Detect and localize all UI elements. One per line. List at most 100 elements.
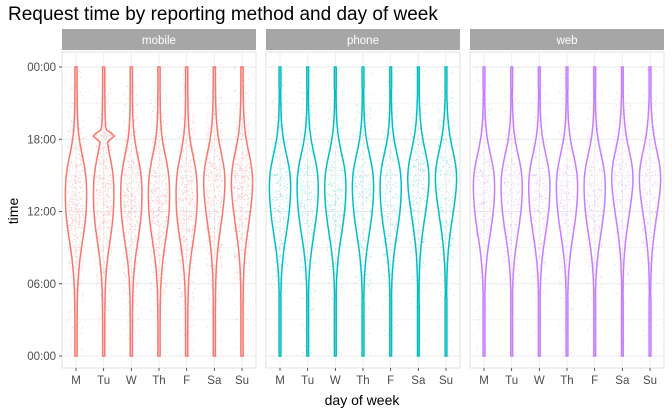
- jitter-point: [219, 349, 221, 351]
- jitter-point: [299, 82, 301, 84]
- jitter-point: [244, 174, 246, 176]
- jitter-point: [363, 146, 365, 148]
- jitter-point: [300, 134, 302, 136]
- jitter-point: [282, 161, 284, 163]
- jitter-point: [357, 304, 359, 306]
- jitter-point: [125, 310, 127, 312]
- jitter-point: [134, 291, 136, 293]
- jitter-point: [151, 287, 153, 289]
- jitter-point: [166, 220, 168, 222]
- jitter-point: [160, 216, 163, 218]
- jitter-point: [275, 209, 277, 211]
- jitter-point: [188, 167, 190, 169]
- jitter-point: [178, 251, 180, 253]
- jitter-point: [301, 182, 303, 184]
- jitter-point: [192, 281, 194, 283]
- jitter-point: [156, 214, 158, 216]
- jitter-point: [78, 149, 81, 151]
- jitter-point: [187, 217, 189, 219]
- jitter-point: [273, 218, 275, 220]
- jitter-point: [67, 207, 69, 209]
- jitter-point: [182, 183, 184, 185]
- jitter-point: [180, 116, 183, 118]
- jitter-point: [110, 265, 112, 267]
- jitter-point: [108, 212, 110, 214]
- jitter-point: [99, 155, 101, 157]
- jitter-point: [109, 205, 111, 207]
- jitter-point: [286, 202, 288, 204]
- jitter-point: [304, 165, 306, 167]
- jitter-point: [178, 188, 180, 190]
- jitter-point: [164, 235, 166, 237]
- jitter-point: [280, 183, 282, 185]
- jitter-point: [161, 191, 163, 193]
- jitter-point: [127, 170, 129, 172]
- jitter-point: [69, 263, 72, 265]
- jitter-point: [185, 227, 188, 229]
- jitter-point: [304, 200, 306, 202]
- jitter-point: [79, 205, 82, 208]
- jitter-point: [107, 300, 110, 302]
- jitter-point: [180, 199, 182, 201]
- jitter-point: [331, 185, 333, 187]
- jitter-point: [336, 220, 338, 222]
- jitter-point: [395, 218, 397, 220]
- jitter-point: [109, 231, 111, 233]
- jitter-point: [152, 214, 154, 216]
- jitter-point: [79, 242, 81, 244]
- jitter-point: [369, 109, 372, 112]
- jitter-point: [98, 322, 100, 324]
- jitter-point: [308, 224, 310, 226]
- jitter-point: [190, 209, 192, 212]
- jitter-point: [366, 74, 369, 76]
- jitter-point: [330, 215, 332, 217]
- jitter-point: [106, 234, 108, 236]
- jitter-point: [243, 299, 246, 301]
- jitter-point: [247, 115, 249, 117]
- jitter-point: [301, 126, 303, 128]
- jitter-point: [67, 290, 70, 292]
- violin-mobile-W: [119, 66, 143, 357]
- jitter-point: [310, 208, 312, 210]
- jitter-point: [123, 263, 125, 265]
- jitter-point: [132, 169, 134, 171]
- jitter-point: [70, 125, 72, 128]
- jitter-point: [278, 180, 280, 182]
- jitter-point: [329, 100, 331, 102]
- jitter-point: [163, 195, 165, 197]
- jitter-point: [153, 161, 155, 164]
- jitter-point: [153, 237, 155, 239]
- jitter-point: [279, 177, 281, 179]
- jitter-point: [334, 230, 336, 232]
- jitter-point: [210, 215, 212, 217]
- jitter-point: [340, 207, 342, 209]
- jitter-point: [358, 228, 360, 230]
- jitter-point: [212, 128, 214, 130]
- jitter-point: [96, 194, 98, 196]
- jitter-point: [212, 163, 215, 165]
- jitter-point: [185, 154, 187, 156]
- jitter-point: [274, 109, 276, 111]
- jitter-point: [273, 216, 275, 218]
- jitter-point: [104, 270, 106, 272]
- jitter-point: [110, 182, 112, 185]
- jitter-point: [246, 158, 248, 160]
- jitter-point: [301, 188, 303, 191]
- jitter-point: [75, 273, 77, 275]
- jitter-point: [309, 165, 311, 167]
- jitter-point: [75, 164, 77, 166]
- jitter-point: [305, 212, 307, 214]
- jitter-point: [211, 181, 213, 183]
- jitter-point: [95, 216, 97, 218]
- jitter-point: [108, 175, 110, 177]
- jitter-point: [307, 205, 309, 207]
- jitter-point: [160, 254, 162, 257]
- jitter-point: [152, 169, 154, 171]
- jitter-point: [191, 123, 193, 125]
- jitter-point: [184, 247, 186, 249]
- jitter-point: [275, 300, 277, 302]
- jitter-point: [80, 267, 82, 269]
- jitter-point: [277, 168, 279, 170]
- jitter-point: [393, 102, 395, 104]
- jitter-point: [129, 244, 131, 246]
